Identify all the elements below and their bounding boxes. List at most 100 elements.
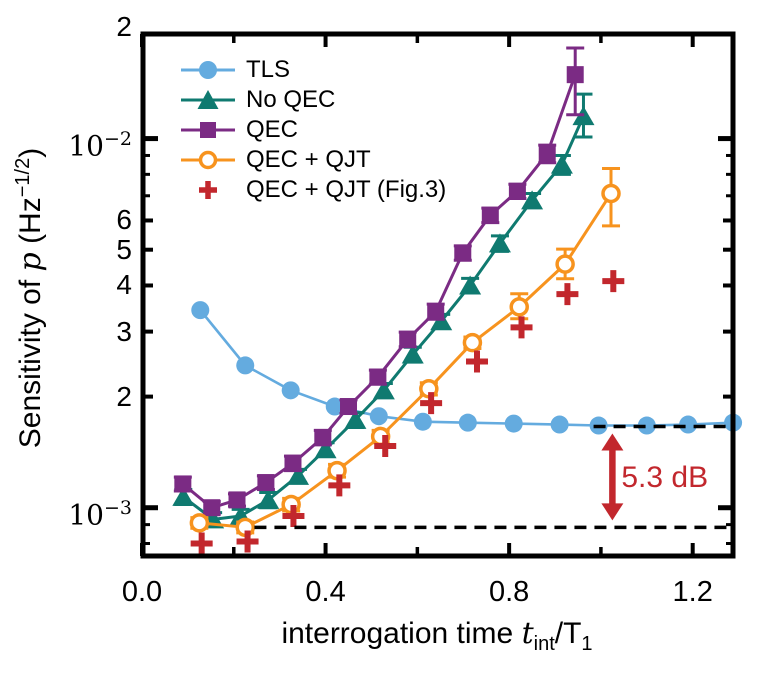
- legend-item-no-qec: No QEC: [181, 85, 446, 115]
- triangle-marker: [459, 275, 482, 295]
- square-marker: [538, 145, 556, 163]
- legend-item-qec-qjt: QEC + QJT: [181, 145, 446, 175]
- plus-marker: [466, 350, 489, 373]
- legend-label-qec-qjt-fig3: QEC + QJT (Fig.3): [246, 176, 447, 203]
- x-tick-label: 0.8: [488, 576, 530, 608]
- y-tick-label: 10−2: [68, 127, 132, 162]
- open-circle-marker: [189, 513, 210, 533]
- circle-marker: [413, 412, 432, 431]
- square-marker: [566, 66, 584, 84]
- triangle-marker: [344, 409, 367, 429]
- triangle-marker: [372, 380, 395, 400]
- plus-marker: [556, 283, 579, 306]
- x-tick-label: 0.0: [121, 576, 163, 608]
- circle-marker: [369, 407, 388, 426]
- square-marker: [228, 491, 246, 509]
- circle-marker: [281, 381, 300, 400]
- circle-marker: [325, 397, 344, 416]
- triangle-marker: [401, 344, 424, 364]
- circle-marker: [236, 356, 255, 375]
- series-line: [199, 309, 734, 427]
- legend-label-no-qec: No QEC: [246, 86, 336, 113]
- open-circle-marker-icon: [181, 150, 235, 170]
- triangle-marker: [287, 465, 310, 485]
- plus-marker: [190, 532, 213, 555]
- series-qec-qjt-fig-3-: [190, 270, 625, 555]
- db-gain-arrow-icon: [601, 433, 624, 521]
- legend-label-qec-qjt: QEC + QJT: [246, 146, 371, 173]
- circle-marker: [550, 415, 569, 434]
- triangle-marker: [257, 489, 280, 509]
- triangle-marker: [521, 190, 544, 210]
- series-tls: [191, 301, 743, 435]
- legend-label-tls: TLS: [246, 56, 291, 83]
- y-tick-label: 2: [116, 11, 132, 43]
- y-title-unit-exponent: −1/2: [12, 157, 34, 198]
- circle-marker: [504, 414, 523, 433]
- square-marker: [427, 303, 445, 321]
- circle-marker: [679, 415, 698, 434]
- triangle-marker-icon: [181, 90, 235, 109]
- db-gain-annotation-label: 5.3 dB: [621, 460, 709, 494]
- open-circle-marker: [462, 332, 483, 353]
- y-tick-label: 6: [116, 204, 132, 236]
- series-qec-qjt: [189, 166, 621, 538]
- legend: TLS No QEC QEC QEC + QJT: [181, 55, 446, 205]
- triangle-marker: [550, 154, 573, 174]
- plus-marker: [328, 474, 351, 497]
- circle-marker: [458, 413, 477, 432]
- square-marker-icon: [181, 122, 235, 138]
- x-axis-title: interrogation time tint/T1: [281, 616, 592, 656]
- y-title-unit-close: ): [14, 147, 47, 158]
- plus-marker: [374, 434, 397, 457]
- x-tick-label: 0.4: [305, 576, 346, 608]
- plus-marker: [282, 504, 305, 527]
- square-marker: [454, 244, 472, 262]
- plus-marker: [420, 392, 443, 415]
- x-title-variable-subscript: int: [533, 633, 555, 655]
- series-line: [199, 192, 613, 529]
- plus-marker-icon: [199, 181, 217, 199]
- y-title-variable: p: [13, 252, 48, 272]
- tls-circle-marker-icon: [181, 61, 235, 79]
- y-tick-label: 10−3: [68, 496, 132, 532]
- triangle-marker: [172, 486, 195, 506]
- y-title-prefix: Sensitivity of: [14, 271, 47, 449]
- open-circle-marker: [509, 297, 529, 317]
- square-marker: [369, 368, 387, 386]
- square-marker: [314, 428, 332, 446]
- y-tick-label: 3: [116, 315, 132, 347]
- x-title-rest-subscript: 1: [581, 633, 593, 655]
- square-marker: [399, 330, 417, 348]
- square-marker: [284, 454, 302, 472]
- plot-border: [140, 31, 736, 559]
- x-title-rest: /T: [554, 617, 582, 650]
- axis-ticks: [140, 34, 734, 556]
- plus-marker: [236, 530, 259, 553]
- square-marker: [508, 182, 526, 200]
- x-title-prefix: interrogation time: [281, 617, 522, 650]
- triangle-marker: [488, 233, 511, 253]
- square-marker: [174, 475, 192, 493]
- plus-marker: [510, 316, 533, 339]
- legend-item-tls: TLS: [181, 55, 446, 85]
- circle-marker: [637, 416, 656, 435]
- open-circle-marker: [601, 183, 621, 204]
- x-tick-label: 1.2: [672, 576, 713, 608]
- arrow-head-down: [601, 503, 624, 521]
- y-title-unit-open: (Hz: [14, 197, 47, 253]
- open-circle-marker: [555, 254, 575, 274]
- legend-item-qec: QEC: [181, 115, 446, 145]
- y-tick-label: 2: [116, 380, 132, 412]
- square-marker: [340, 398, 358, 416]
- legend-label-qec: QEC: [246, 116, 299, 143]
- triangle-marker: [314, 439, 337, 459]
- square-marker: [481, 206, 499, 224]
- legend-item-qec-qjt-fig3: QEC + QJT (Fig.3): [181, 175, 446, 205]
- x-title-variable: t: [521, 616, 534, 651]
- y-tick-label: 4: [116, 269, 132, 301]
- series-qec: [173, 46, 585, 517]
- y-axis-title: Sensitivity of p (Hz−1/2): [12, 148, 48, 448]
